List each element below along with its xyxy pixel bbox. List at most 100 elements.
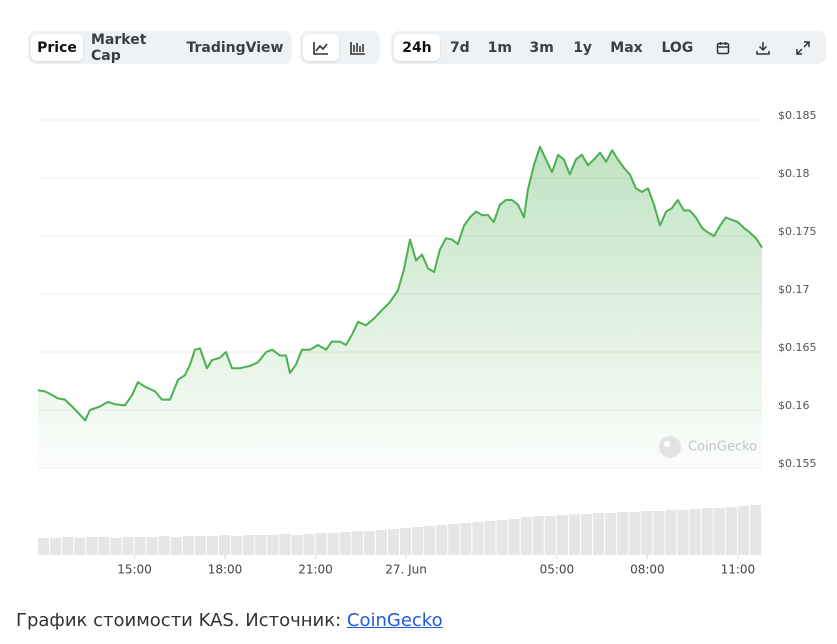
volume-bar <box>508 519 520 555</box>
volume-bar <box>544 516 556 555</box>
volume-bar <box>436 525 448 555</box>
volume-bar <box>725 507 737 555</box>
range-button[interactable]: 7d <box>449 39 470 56</box>
x-tick-label: 11:00 <box>721 563 756 577</box>
volume-bar <box>460 523 472 555</box>
x-tick-label: 21:00 <box>298 563 333 577</box>
calendar-button[interactable] <box>703 34 743 61</box>
chart-style-toggle <box>300 31 380 64</box>
volume-bar <box>605 513 617 555</box>
line-icon <box>313 41 328 55</box>
volume-bar <box>279 534 291 555</box>
volume-bar <box>122 537 134 555</box>
volume-bar <box>617 512 629 555</box>
watermark: CoinGecko <box>659 436 757 458</box>
volume-bar <box>219 535 231 555</box>
volume-bar <box>593 513 605 555</box>
y-tick-label: $0.16 <box>778 399 810 412</box>
volume-bar <box>653 511 665 555</box>
volume-bar <box>231 536 243 555</box>
volume-bar <box>327 533 339 555</box>
view-button[interactable]: TradingView <box>186 39 284 56</box>
volume-bar <box>629 512 641 555</box>
volume-bar <box>134 537 146 555</box>
fullscreen-button[interactable] <box>783 34 823 61</box>
candle-icon <box>350 41 365 55</box>
volume-bar <box>677 510 689 555</box>
watermark-text: CoinGecko <box>688 440 757 455</box>
volume-bar <box>448 524 460 555</box>
volume-bar <box>74 538 86 555</box>
volume-bar <box>689 509 701 555</box>
range-toggle: 24h 7d 1m 3m 1y Max LOG <box>391 31 826 64</box>
expand-icon <box>796 40 810 55</box>
source-link[interactable]: CoinGecko <box>346 610 443 631</box>
y-tick-label: $0.175 <box>778 225 817 238</box>
volume-bar <box>339 532 351 555</box>
candle-chart-button[interactable] <box>339 34 377 61</box>
line-chart-button[interactable] <box>303 34 339 61</box>
volume-bar <box>641 511 653 555</box>
view-button[interactable]: Price <box>31 34 83 61</box>
range-button[interactable]: 3m <box>529 39 554 56</box>
price-area <box>38 146 762 468</box>
x-tick-label: 18:00 <box>208 563 243 577</box>
volume-bar <box>291 535 303 555</box>
volume-bar <box>98 537 110 555</box>
x-tick-label: 08:00 <box>630 563 665 577</box>
volume-bar <box>38 538 50 555</box>
volume-bar <box>255 535 267 555</box>
volume-bar <box>182 536 194 555</box>
watermark-logo-eye <box>664 441 670 447</box>
x-tick-label: 27. Jun <box>385 563 427 577</box>
volume-bar <box>424 526 436 555</box>
watermark-logo <box>659 436 681 458</box>
volume-bar <box>665 510 677 555</box>
range-button[interactable]: 1y <box>573 39 593 56</box>
x-tick-label: 05:00 <box>540 563 575 577</box>
chart: $0.155 $0.16 $0.165 $0.17 $0.175 $0.18 $0.185 1… <box>37 109 817 577</box>
volume-bar <box>749 505 761 555</box>
volume-bar <box>62 537 74 555</box>
volume-bar <box>701 508 713 555</box>
calendar-icon <box>717 41 730 54</box>
volume-bar <box>520 517 532 555</box>
y-tick-label: $0.185 <box>778 109 817 122</box>
volume-bar <box>556 515 568 555</box>
volume-bar <box>472 522 484 555</box>
volume-bar <box>86 537 98 555</box>
view-toggle: Price Market Cap TradingView <box>28 31 292 64</box>
volume-bar <box>243 535 255 555</box>
volume-bar <box>568 514 580 555</box>
range-button[interactable]: 24h <box>394 34 440 61</box>
volume-bar <box>581 514 593 555</box>
y-tick-label: $0.155 <box>778 457 817 470</box>
range-button[interactable]: Max <box>610 39 643 56</box>
volume-bar <box>484 521 496 555</box>
log-button[interactable]: LOG <box>661 39 694 56</box>
range-button[interactable]: 1m <box>487 39 512 56</box>
volume-bar <box>146 537 158 555</box>
price-line <box>37 145 763 422</box>
volume-bar <box>170 537 182 555</box>
download-button[interactable] <box>743 34 783 61</box>
caption: График стоимости KAS. Источник: CoinGeck… <box>16 610 443 631</box>
volume-bar <box>713 508 725 555</box>
volume-bar <box>315 533 327 555</box>
volume-bar <box>412 527 424 555</box>
x-tick-label: 15:00 <box>117 563 152 577</box>
volume-bar <box>496 520 508 555</box>
y-tick-label: $0.165 <box>778 341 817 354</box>
volume-bar <box>158 536 170 555</box>
volume-bar <box>194 536 206 555</box>
view-button[interactable]: Market Cap <box>91 31 147 64</box>
volume-bar <box>110 538 122 555</box>
volume-bar <box>387 529 399 555</box>
y-tick-label: $0.18 <box>778 167 810 180</box>
volume-bar <box>267 535 279 555</box>
volume-bar <box>363 531 375 555</box>
volume-bar <box>532 516 544 555</box>
y-tick-label: $0.17 <box>778 283 810 296</box>
volume-bar <box>351 531 363 555</box>
